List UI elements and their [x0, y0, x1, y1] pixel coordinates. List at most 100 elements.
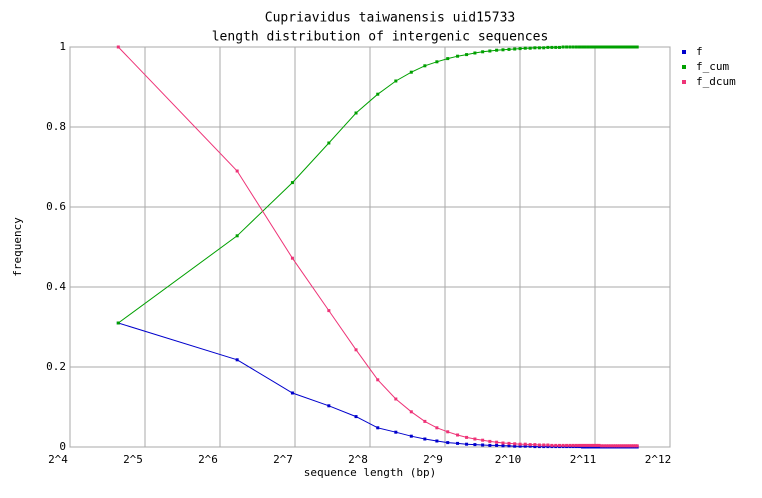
point	[554, 45, 558, 49]
point	[583, 45, 587, 49]
point	[473, 443, 477, 447]
point	[628, 45, 632, 49]
point	[557, 443, 561, 447]
point	[501, 441, 505, 445]
point	[518, 47, 522, 51]
x-tick-label: 2^11	[570, 453, 597, 466]
point	[632, 444, 636, 448]
point	[624, 444, 628, 448]
point	[589, 45, 593, 49]
point	[537, 46, 541, 50]
x-tick-label: 2^8	[348, 453, 368, 466]
point	[116, 45, 120, 49]
point	[327, 141, 331, 145]
point	[611, 45, 615, 49]
point	[481, 438, 485, 442]
point	[592, 445, 596, 449]
point	[376, 426, 380, 430]
point	[518, 444, 522, 448]
point	[586, 45, 590, 49]
point	[523, 442, 527, 446]
y-tick-label: 0.4	[46, 280, 66, 293]
point	[435, 439, 439, 443]
point	[523, 46, 527, 50]
point	[635, 45, 639, 49]
point	[542, 46, 546, 50]
x-tick-label: 2^4	[48, 453, 68, 466]
point	[616, 444, 620, 448]
y-tick-label: 0	[59, 440, 66, 453]
point	[581, 45, 585, 49]
point	[446, 441, 450, 445]
series-line	[117, 46, 638, 447]
point	[446, 57, 450, 61]
x-tick-label: 2^5	[123, 453, 143, 466]
point	[235, 358, 239, 362]
point	[537, 443, 541, 447]
point	[594, 443, 598, 447]
point	[578, 443, 582, 447]
point	[394, 397, 398, 401]
point	[630, 45, 634, 49]
point	[554, 443, 558, 447]
x-tick-label: 2^6	[198, 453, 218, 466]
point	[583, 443, 587, 447]
y-tick-label: 0.6	[46, 200, 66, 213]
point	[507, 444, 511, 448]
point	[235, 234, 239, 238]
point	[465, 442, 469, 446]
point	[633, 444, 637, 448]
point	[518, 442, 522, 446]
point	[602, 444, 606, 448]
point	[565, 45, 569, 49]
point	[394, 79, 398, 83]
point	[630, 444, 634, 448]
point	[327, 309, 331, 313]
point	[574, 45, 578, 49]
point	[488, 443, 492, 447]
point	[116, 321, 120, 325]
point	[557, 45, 561, 49]
point	[561, 443, 565, 447]
point	[622, 45, 626, 49]
point	[537, 445, 541, 449]
point	[409, 434, 413, 438]
point	[495, 48, 499, 52]
point	[622, 444, 626, 448]
point	[550, 45, 554, 49]
point	[542, 445, 546, 449]
point	[607, 444, 611, 448]
point	[446, 430, 450, 434]
point	[409, 410, 413, 414]
point	[613, 45, 617, 49]
point	[571, 45, 575, 49]
x-tick-label: 2^12	[645, 453, 672, 466]
point	[465, 435, 469, 439]
point	[501, 444, 505, 448]
point	[542, 443, 546, 447]
point	[589, 443, 593, 447]
point	[633, 45, 637, 49]
point	[488, 49, 492, 53]
point	[354, 348, 358, 352]
point	[533, 443, 537, 447]
point	[523, 444, 527, 448]
point	[589, 445, 593, 449]
point	[618, 444, 622, 448]
point	[600, 45, 604, 49]
point	[565, 443, 569, 447]
point	[604, 444, 608, 448]
point	[495, 443, 499, 447]
point	[435, 60, 439, 64]
point	[626, 444, 630, 448]
point	[635, 444, 639, 448]
legend-label: f_cum	[696, 60, 729, 73]
point	[620, 45, 624, 49]
point	[423, 64, 427, 68]
point	[550, 443, 554, 447]
legend-label: f_dcum	[696, 75, 736, 88]
y-tick-label: 1	[59, 40, 66, 53]
point	[376, 92, 380, 96]
point	[327, 404, 331, 408]
